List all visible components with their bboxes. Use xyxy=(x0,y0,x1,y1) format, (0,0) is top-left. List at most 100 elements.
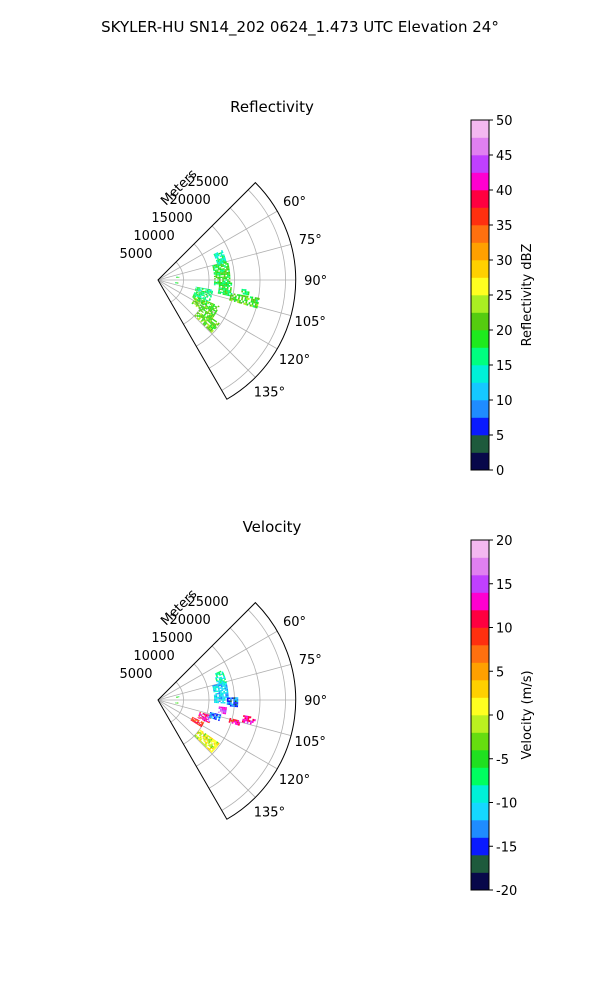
echo-cell xyxy=(229,297,232,300)
echo-cell xyxy=(225,707,227,709)
echo-cell xyxy=(227,294,230,297)
reflectivity-title: Reflectivity xyxy=(230,98,314,116)
echo-cell xyxy=(203,324,206,327)
echo-cell xyxy=(213,739,216,742)
echo-cell xyxy=(214,741,217,744)
range-tick-label: 25000 xyxy=(187,595,228,610)
echo-cell xyxy=(202,303,205,306)
echo-cell xyxy=(224,269,227,271)
echo-cell xyxy=(211,290,214,293)
echo-cell xyxy=(251,296,254,299)
colorbar-swatch xyxy=(471,400,489,418)
echo-cell xyxy=(195,302,198,304)
range-ring xyxy=(183,663,210,745)
echo-cell xyxy=(211,717,214,720)
echo-cell xyxy=(195,734,197,737)
echo-cell xyxy=(197,731,200,734)
echo-cell xyxy=(216,262,219,264)
echo-cell xyxy=(196,315,199,318)
echo-cell xyxy=(198,722,201,724)
echo-cell xyxy=(216,272,219,275)
echo-cell xyxy=(200,721,203,724)
echo-cell xyxy=(224,261,227,263)
echo-cell xyxy=(221,269,224,272)
echo-cell xyxy=(193,296,196,298)
echo-cell xyxy=(252,718,255,722)
echo-cell xyxy=(219,269,222,272)
echo-cell xyxy=(208,305,211,308)
echo-cell xyxy=(205,288,207,290)
colorbar-tick-label: 25 xyxy=(496,289,513,304)
echo-cell xyxy=(218,700,221,702)
echo-cell xyxy=(221,688,224,690)
echo-cell xyxy=(218,279,221,281)
echo-cell xyxy=(203,298,206,301)
echo-cell xyxy=(203,318,206,321)
echo-cell xyxy=(221,254,224,257)
echo-cell xyxy=(225,276,228,278)
echo-cell xyxy=(236,697,239,699)
echo-cell xyxy=(195,291,198,294)
echo-cell xyxy=(225,277,228,280)
echo-cell xyxy=(218,284,221,287)
echo-cell xyxy=(225,282,228,284)
echo-cell xyxy=(211,316,214,319)
echo-cell xyxy=(230,282,233,285)
echo-cell xyxy=(201,308,204,310)
echo-cell xyxy=(202,721,205,724)
echo-cell xyxy=(225,285,228,287)
azimuth-tick-label: 105° xyxy=(295,735,326,750)
echo-cell xyxy=(207,314,210,317)
echo-cell xyxy=(237,719,240,722)
echo-cell xyxy=(203,321,206,325)
colorbar-tick-label: 20 xyxy=(496,324,513,339)
range-tick-label: 25000 xyxy=(187,175,228,190)
echo-cell xyxy=(195,719,198,722)
echo-cell xyxy=(214,269,217,271)
echo-cell xyxy=(225,693,227,696)
echo-cell xyxy=(217,701,219,704)
echo-cell xyxy=(192,716,194,719)
echo-cell xyxy=(225,686,228,688)
echo-region xyxy=(217,706,227,715)
echo-cell xyxy=(241,720,244,723)
echo-cell xyxy=(213,309,216,312)
echo-cell xyxy=(225,292,228,295)
echo-cell xyxy=(243,715,245,718)
echo-cell xyxy=(203,319,206,322)
echo-cell xyxy=(204,717,207,720)
echo-cell xyxy=(176,702,179,704)
echo-cell xyxy=(228,720,231,723)
echo-cell xyxy=(240,298,243,301)
echo-cell xyxy=(203,716,205,718)
echo-cell xyxy=(235,698,237,701)
echo-cell xyxy=(176,696,178,698)
echo-cell xyxy=(231,705,234,707)
echo-cell xyxy=(214,699,216,701)
echo-cell xyxy=(231,294,234,297)
echo-cell xyxy=(200,294,203,296)
echo-cell xyxy=(234,700,237,703)
colorbar-swatch xyxy=(471,802,489,821)
echo-cell xyxy=(213,695,216,698)
echo-cell xyxy=(219,709,222,711)
echo-cell xyxy=(221,708,224,710)
echo-cell xyxy=(212,686,215,688)
colorbar-swatch xyxy=(471,382,489,401)
echo-cell xyxy=(211,302,214,305)
echo-cell xyxy=(254,305,257,309)
echo-cell xyxy=(213,690,216,693)
echo-cell xyxy=(206,296,209,298)
azimuth-tick-label: 120° xyxy=(279,773,310,788)
colorbar-swatch xyxy=(471,820,489,838)
echo-cell xyxy=(226,291,229,293)
echo-cell xyxy=(222,277,224,280)
echo-cell xyxy=(217,267,220,270)
echo-cell xyxy=(226,700,229,702)
echo-cell xyxy=(199,291,202,294)
echo-cell xyxy=(204,296,207,299)
echo-cell xyxy=(218,672,221,675)
colorbar-swatch xyxy=(471,557,489,576)
echo-cell xyxy=(176,697,178,698)
echo-cell xyxy=(237,297,240,300)
